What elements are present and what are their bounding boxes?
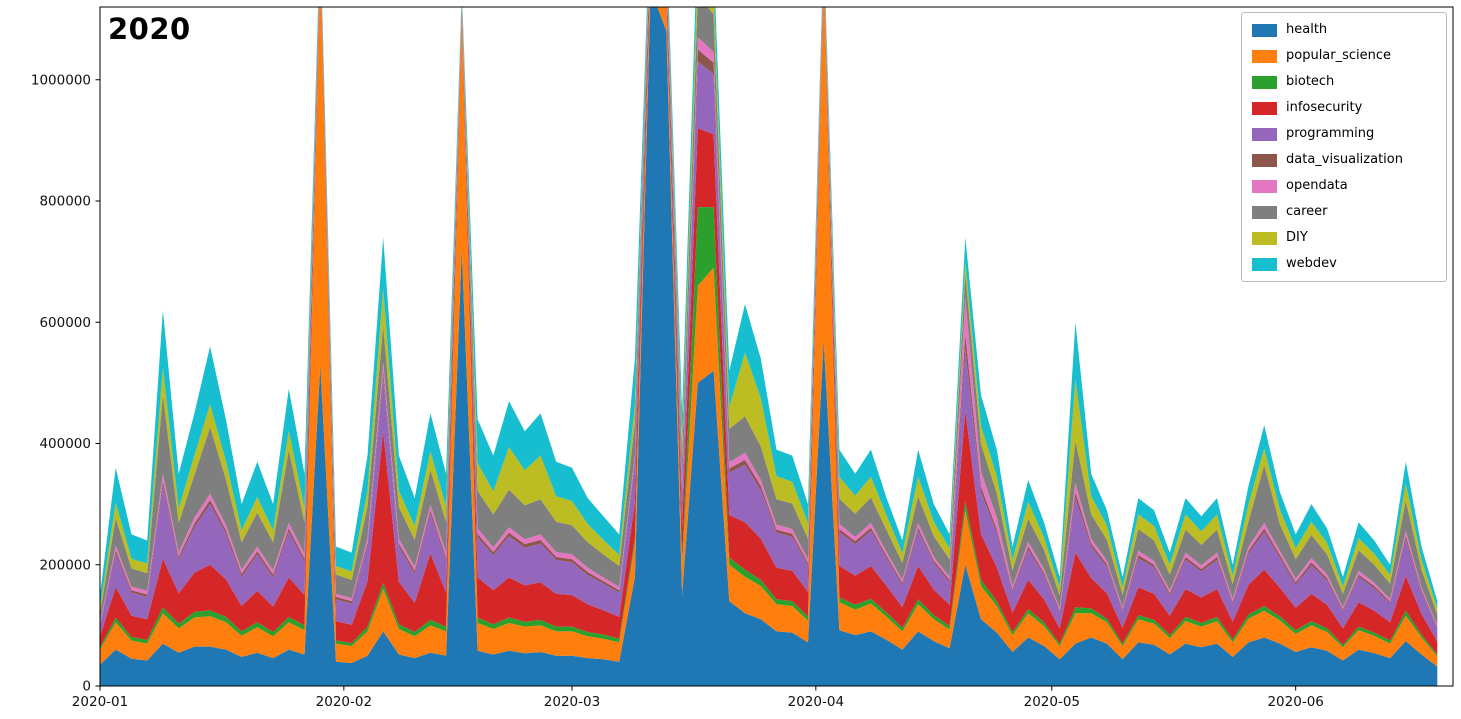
x-tick-label: 2020-03 bbox=[544, 694, 600, 710]
legend-item-popular_science: popular_science bbox=[1252, 47, 1436, 65]
legend-item-career: career bbox=[1252, 203, 1436, 221]
legend-swatch-infosecurity bbox=[1252, 101, 1277, 115]
legend-item-health: health bbox=[1252, 21, 1436, 39]
area-webdev bbox=[100, 7, 1438, 609]
legend-label: health bbox=[1286, 22, 1328, 37]
legend-swatch-programming bbox=[1252, 127, 1277, 141]
x-tick-label: 2020-05 bbox=[1024, 694, 1080, 710]
legend-label: programming bbox=[1286, 126, 1375, 141]
chart-title: 2020 bbox=[108, 12, 191, 46]
legend-swatch-health bbox=[1252, 23, 1277, 37]
legend-swatch-biotech bbox=[1252, 75, 1277, 89]
legend-swatch-webdev bbox=[1252, 257, 1277, 271]
legend-label: opendata bbox=[1286, 178, 1348, 193]
legend-swatch-career bbox=[1252, 205, 1277, 219]
y-tick-label: 0 bbox=[82, 679, 91, 695]
legend-label: DIY bbox=[1286, 230, 1308, 245]
area-opendata bbox=[100, 7, 1438, 628]
legend-item-infosecurity: infosecurity bbox=[1252, 99, 1436, 117]
legend-swatch-DIY bbox=[1252, 231, 1277, 245]
legend-swatch-popular_science bbox=[1252, 49, 1277, 63]
legend-item-biotech: biotech bbox=[1252, 73, 1436, 91]
legend-label: infosecurity bbox=[1286, 100, 1363, 115]
x-tick-label: 2020-04 bbox=[788, 694, 844, 710]
legend-swatch-opendata bbox=[1252, 179, 1277, 193]
plot-border bbox=[99, 6, 1454, 687]
y-tick-label: 400000 bbox=[39, 436, 91, 452]
y-tick-label: 200000 bbox=[39, 557, 91, 573]
x-tick-label: 2020-01 bbox=[72, 694, 128, 710]
legend-label: webdev bbox=[1286, 256, 1337, 271]
area-programming bbox=[100, 7, 1438, 642]
y-tick-label: 800000 bbox=[39, 194, 91, 210]
legend-item-DIY: DIY bbox=[1252, 229, 1436, 247]
legend-item-opendata: opendata bbox=[1252, 177, 1436, 195]
legend-item-webdev: webdev bbox=[1252, 255, 1436, 273]
x-tick-label: 2020-06 bbox=[1267, 694, 1323, 710]
legend-label: biotech bbox=[1286, 74, 1335, 89]
area-career bbox=[100, 7, 1438, 626]
legend-item-programming: programming bbox=[1252, 125, 1436, 143]
x-tick-label: 2020-02 bbox=[316, 694, 372, 710]
stacked-areas bbox=[100, 7, 1438, 686]
legend-label: popular_science bbox=[1286, 48, 1392, 63]
legend-label: career bbox=[1286, 204, 1328, 219]
legend-label: data_visualization bbox=[1286, 152, 1403, 167]
legend-item-data_visualization: data_visualization bbox=[1252, 151, 1436, 169]
y-tick-label: 600000 bbox=[39, 315, 91, 331]
y-tick-label: 1000000 bbox=[31, 72, 91, 88]
legend-swatch-data_visualization bbox=[1252, 153, 1277, 167]
